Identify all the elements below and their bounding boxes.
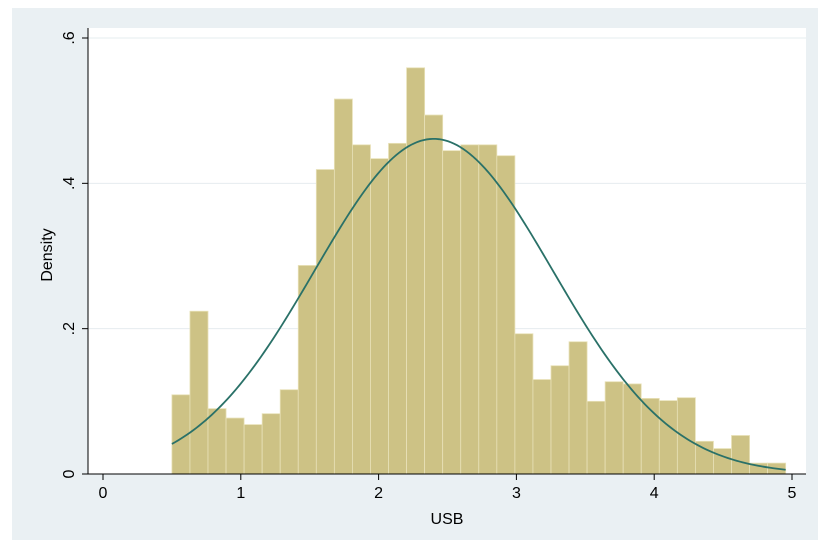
histogram-bar — [406, 67, 426, 475]
y-axis-title: Density — [39, 228, 56, 281]
histogram-bar — [460, 144, 480, 475]
x-tick-label: 5 — [788, 485, 797, 502]
histogram-bar — [315, 169, 335, 475]
histogram-bar — [731, 435, 750, 475]
y-tick-label: 0 — [61, 469, 78, 478]
histogram-bar — [279, 389, 299, 475]
histogram-bar — [388, 142, 407, 475]
histogram-bar — [586, 400, 606, 475]
histogram-bar — [532, 379, 552, 475]
histogram-bar — [225, 417, 245, 475]
histogram-bar — [478, 144, 498, 475]
y-tick-label: .2 — [61, 322, 78, 335]
histogram-bar — [676, 397, 696, 475]
x-tick-label: 2 — [374, 485, 383, 502]
axes — [87, 28, 806, 475]
histogram-bar — [514, 333, 534, 475]
histogram-bar — [550, 365, 570, 475]
histogram-bar — [424, 114, 444, 475]
x-tick-label: 4 — [650, 485, 659, 502]
histogram-bars — [171, 67, 787, 475]
normal-density-curve — [171, 137, 786, 471]
y-tick-label: .6 — [61, 31, 78, 44]
histogram-bar — [370, 158, 389, 475]
histogram-bar — [713, 448, 732, 475]
histogram-bar — [297, 265, 317, 475]
histogram-bar — [333, 98, 353, 475]
histogram-bar — [658, 400, 678, 475]
histogram-bar — [604, 381, 624, 475]
histogram-bar — [207, 408, 227, 475]
x-axis-title: USB — [431, 511, 464, 528]
x-tick-label: 1 — [236, 485, 245, 502]
histogram-bar — [189, 310, 209, 475]
histogram-bar — [568, 341, 588, 475]
histogram-bar — [243, 424, 263, 475]
histogram-bar — [442, 150, 462, 475]
x-tick-label: 3 — [512, 485, 521, 502]
x-tick-label: 0 — [99, 485, 108, 502]
y-tick-label: .4 — [61, 177, 78, 190]
x-axis-ticks: 0 1 2 3 4 5 — [99, 474, 797, 502]
histogram-bar — [261, 413, 281, 475]
y-axis-ticks: 0 .2 .4 .6 — [61, 31, 88, 478]
